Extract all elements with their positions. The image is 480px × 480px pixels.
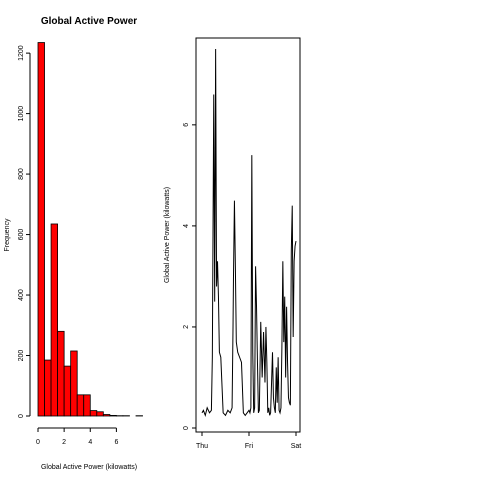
histogram-title: Global Active Power bbox=[41, 16, 137, 27]
histogram-y-tick-label: 400 bbox=[18, 289, 25, 301]
histogram-bar bbox=[109, 414, 117, 417]
histogram-y-tick-label: 1000 bbox=[18, 106, 25, 122]
histogram-y-axis: 0 200 400 600 800 1000 1200 bbox=[18, 45, 31, 418]
histogram-bar bbox=[102, 414, 111, 417]
histogram-x-tick-label: 2 bbox=[62, 439, 66, 446]
timeseries-x-tick-label: Sat bbox=[291, 443, 302, 450]
histogram-bars bbox=[37, 42, 143, 417]
timeseries-panel: Thu Fri Sat 0 2 4 6 Global Active Power (kilo… bbox=[164, 37, 301, 450]
timeseries-x-tick-label: Thu bbox=[196, 443, 208, 450]
timeseries-y-tick-label: 2 bbox=[183, 325, 190, 329]
histogram-x-axis: 0 2 4 6 bbox=[36, 427, 118, 446]
timeseries-y-axis: 0 2 4 6 bbox=[183, 123, 196, 430]
timeseries-y-tick-label: 0 bbox=[183, 426, 190, 430]
histogram-bar bbox=[37, 42, 45, 417]
histogram-bar bbox=[50, 223, 58, 417]
histogram-y-tick-label: 600 bbox=[18, 229, 25, 241]
histogram-bar bbox=[70, 350, 78, 417]
timeseries-y-tick-label: 4 bbox=[183, 224, 190, 228]
histogram-bar bbox=[89, 410, 98, 417]
histogram-y-tick-label: 800 bbox=[18, 168, 25, 180]
histogram-bar bbox=[63, 365, 72, 417]
timeseries-x-tick-label: Fri bbox=[245, 443, 254, 450]
histogram-bar bbox=[57, 330, 65, 417]
histogram-x-tick-label: 4 bbox=[88, 439, 92, 446]
timeseries-x-axis: Thu Fri Sat bbox=[196, 432, 301, 450]
timeseries-line bbox=[201, 49, 297, 418]
histogram-x-tick-label: 6 bbox=[114, 439, 118, 446]
histogram-x-tick-label: 0 bbox=[36, 439, 40, 446]
histogram-bar bbox=[83, 394, 91, 417]
histogram-bar bbox=[76, 394, 85, 417]
histogram-x-label: Global Active Power (kilowatts) bbox=[41, 464, 137, 471]
histogram-bar bbox=[96, 411, 104, 417]
histogram-panel: Global Active Power 0 2 4 6 0 200 400 600 800 10… bbox=[4, 16, 143, 471]
timeseries-y-tick-label: 6 bbox=[183, 123, 190, 127]
timeseries-plot-frame bbox=[195, 37, 301, 433]
histogram-y-tick-label: 0 bbox=[18, 414, 25, 418]
histogram-y-tick-label: 1200 bbox=[18, 45, 25, 61]
histogram-y-label: Frequency bbox=[4, 218, 11, 252]
histogram-bar bbox=[44, 359, 52, 417]
timeseries-y-label: Global Active Power (kilowatts) bbox=[164, 187, 171, 283]
histogram-y-tick-label: 200 bbox=[18, 350, 25, 362]
